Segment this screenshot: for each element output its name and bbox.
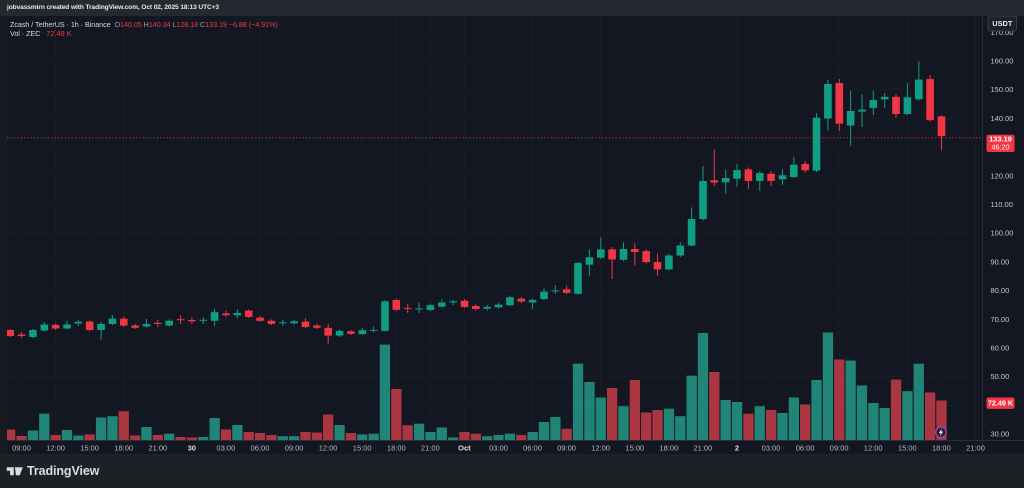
svg-text:09:00: 09:00 <box>557 443 576 452</box>
svg-text:USDT: USDT <box>992 19 1013 28</box>
svg-text:70.00: 70.00 <box>991 315 1010 324</box>
svg-text:21:00: 21:00 <box>421 443 440 452</box>
svg-text:60.00: 60.00 <box>991 344 1010 353</box>
svg-text:15:00: 15:00 <box>898 443 917 452</box>
svg-text:09:00: 09:00 <box>830 443 849 452</box>
svg-text:12:00: 12:00 <box>864 443 883 452</box>
svg-text:18:00: 18:00 <box>659 443 678 452</box>
svg-text:150.00: 150.00 <box>991 85 1014 94</box>
svg-text:06:00: 06:00 <box>251 443 270 452</box>
svg-text:21:00: 21:00 <box>694 443 713 452</box>
svg-text:46:20: 46:20 <box>992 143 1010 152</box>
svg-text:03:00: 03:00 <box>217 443 236 452</box>
svg-text:03:00: 03:00 <box>762 443 781 452</box>
svg-text:15:00: 15:00 <box>353 443 372 452</box>
svg-text:18:00: 18:00 <box>114 443 133 452</box>
svg-text:12:00: 12:00 <box>46 443 65 452</box>
svg-text:12:00: 12:00 <box>319 443 338 452</box>
svg-text:21:00: 21:00 <box>966 443 985 452</box>
svg-text:06:00: 06:00 <box>796 443 815 452</box>
svg-text:80.00: 80.00 <box>991 286 1010 295</box>
svg-text:12:00: 12:00 <box>591 443 610 452</box>
svg-text:03:00: 03:00 <box>489 443 508 452</box>
svg-text:140.00: 140.00 <box>991 114 1014 123</box>
svg-text:15:00: 15:00 <box>80 443 99 452</box>
svg-text:09:00: 09:00 <box>285 443 304 452</box>
svg-text:15:00: 15:00 <box>625 443 644 452</box>
svg-text:160.00: 160.00 <box>991 57 1014 66</box>
svg-text:06:00: 06:00 <box>523 443 542 452</box>
svg-text:170.00: 170.00 <box>991 28 1014 37</box>
svg-text:30.00: 30.00 <box>991 430 1010 439</box>
svg-text:18:00: 18:00 <box>387 443 406 452</box>
svg-text:133.19: 133.19 <box>989 135 1012 144</box>
svg-text:09:00: 09:00 <box>12 443 31 452</box>
svg-text:110.00: 110.00 <box>991 200 1013 209</box>
svg-text:100.00: 100.00 <box>991 229 1014 238</box>
svg-text:2: 2 <box>735 443 739 452</box>
svg-text:90.00: 90.00 <box>991 257 1010 266</box>
svg-text:120.00: 120.00 <box>991 171 1014 180</box>
svg-text:21:00: 21:00 <box>148 443 167 452</box>
svg-text:Oct: Oct <box>458 443 471 452</box>
svg-text:30: 30 <box>188 443 196 452</box>
svg-text:50.00: 50.00 <box>991 372 1010 381</box>
svg-text:72.49 K: 72.49 K <box>988 399 1014 408</box>
svg-text:18:00: 18:00 <box>932 443 951 452</box>
